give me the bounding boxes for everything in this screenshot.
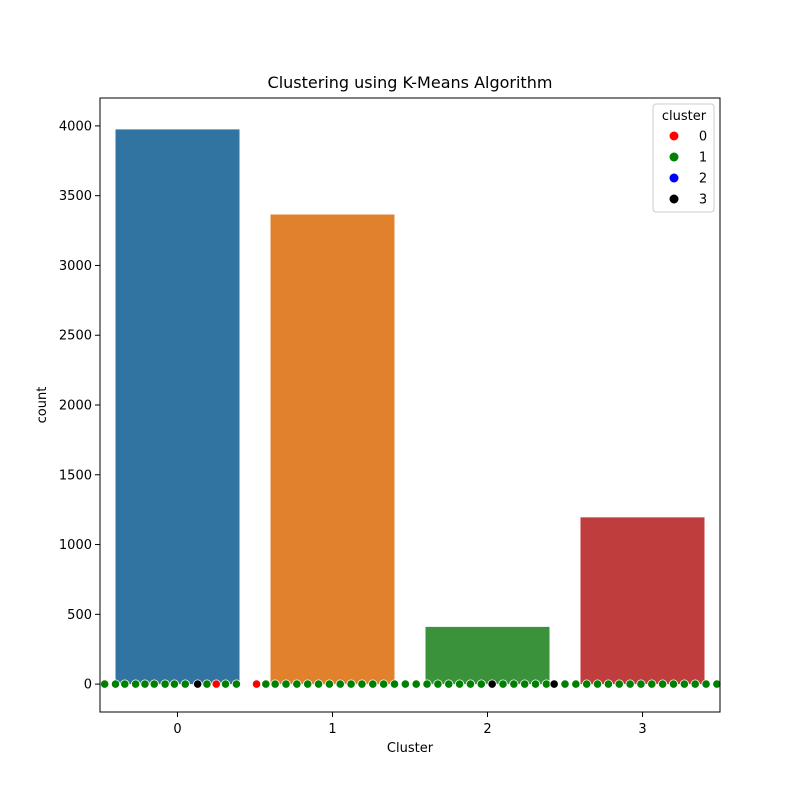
- chart-title: Clustering using K-Means Algorithm: [268, 73, 553, 92]
- scatter-point: [625, 679, 635, 689]
- scatter-point: [614, 679, 624, 689]
- scatter-point: [261, 679, 271, 689]
- scatter-point: [202, 679, 212, 689]
- legend-marker-0: [669, 131, 679, 141]
- legend-entries: 0 1 2 3: [669, 130, 707, 208]
- scatter-point: [160, 679, 170, 689]
- scatter-point: [603, 679, 614, 689]
- x-tick-label: 3: [638, 722, 646, 737]
- scatter-point: [668, 679, 679, 689]
- legend-marker-3: [669, 194, 679, 204]
- legend-label-1: 1: [699, 151, 707, 166]
- scatter-point: [433, 679, 443, 689]
- scatter-point: [411, 679, 421, 689]
- scatter-point: [169, 679, 179, 689]
- scatter-point: [701, 679, 711, 689]
- scatter-point: [335, 679, 345, 689]
- y-axis-label: count: [35, 387, 50, 424]
- scatter-point: [193, 679, 203, 689]
- scatter-point: [313, 679, 324, 689]
- scatter-point: [690, 679, 700, 689]
- scatter-point: [100, 679, 110, 689]
- y-tick-label: 2500: [59, 329, 92, 344]
- scatter-point: [231, 679, 241, 689]
- x-tick-label: 0: [173, 722, 181, 737]
- scatter-point: [400, 679, 410, 689]
- x-tick-label: 1: [328, 722, 336, 737]
- scatter-point: [211, 679, 221, 689]
- y-tick-label: 500: [67, 608, 92, 623]
- legend-box: [652, 103, 715, 213]
- scatter-point: [120, 679, 130, 689]
- legend-marker-1: [669, 152, 679, 162]
- scatter-point: [251, 679, 262, 689]
- scatter-point: [647, 679, 657, 689]
- y-tick-label: 1000: [59, 538, 92, 553]
- scatter-point: [712, 679, 722, 689]
- scatter-point: [368, 679, 378, 689]
- bar-cluster-1: [270, 214, 395, 685]
- scatter-point: [422, 679, 432, 689]
- legend-marker-2: [669, 173, 679, 183]
- scatter-point: [281, 679, 291, 689]
- scatter-point: [530, 679, 541, 689]
- scatter-point: [110, 679, 121, 689]
- scatter-point: [140, 679, 150, 689]
- scatter-point: [560, 679, 570, 689]
- scatter-point: [346, 679, 356, 689]
- bar-cluster-0: [115, 129, 240, 685]
- scatter-point: [679, 679, 689, 689]
- scatter-point: [658, 679, 668, 689]
- bars-layer: [115, 129, 705, 685]
- scatter-point: [498, 679, 508, 689]
- scatter-point: [520, 679, 530, 689]
- legend-label-0: 0: [699, 130, 707, 145]
- y-tick-label: 3500: [59, 189, 92, 204]
- scatter-point: [379, 679, 389, 689]
- y-tick-label: 4000: [59, 119, 92, 134]
- scatter-point: [389, 679, 400, 689]
- scatter-point: [571, 679, 581, 689]
- scatter-point: [270, 679, 280, 689]
- scatter-point: [149, 679, 159, 689]
- scatter-point: [487, 679, 497, 689]
- x-axis-label: Cluster: [387, 741, 434, 756]
- scatter-point: [220, 679, 231, 689]
- scatter-point: [292, 679, 302, 689]
- scatter-point: [454, 679, 465, 689]
- bar-cluster-2: [425, 626, 550, 685]
- scatter-point: [324, 679, 334, 689]
- legend: cluster 0 1 2 3: [652, 103, 715, 213]
- scatter-point: [303, 679, 313, 689]
- legend-title: cluster: [662, 109, 707, 124]
- scatter-point: [549, 679, 559, 689]
- scatter-point: [444, 679, 454, 689]
- scatter-point: [582, 679, 592, 689]
- y-tick-label: 3000: [59, 259, 92, 274]
- y-axis-ticks: 0 500 1000 1500 2000 2500 3000 3500 4000: [59, 119, 100, 693]
- scatter-point: [131, 679, 141, 689]
- x-tick-label: 2: [483, 722, 491, 737]
- scatter-point: [592, 679, 603, 689]
- y-tick-label: 0: [84, 678, 92, 693]
- scatter-point: [180, 679, 190, 689]
- y-tick-label: 2000: [59, 399, 92, 414]
- scatter-overlay: [100, 679, 722, 689]
- legend-label-2: 2: [699, 172, 707, 187]
- bar-cluster-3: [580, 517, 705, 685]
- x-axis-ticks: 0 1 2 3: [173, 712, 647, 737]
- scatter-point: [357, 679, 367, 689]
- scatter-point: [476, 679, 486, 689]
- scatter-point: [541, 679, 552, 689]
- y-tick-label: 1500: [59, 468, 92, 483]
- scatter-point: [465, 679, 476, 689]
- scatter-point: [636, 679, 646, 689]
- scatter-point: [509, 679, 519, 689]
- legend-label-3: 3: [699, 193, 707, 208]
